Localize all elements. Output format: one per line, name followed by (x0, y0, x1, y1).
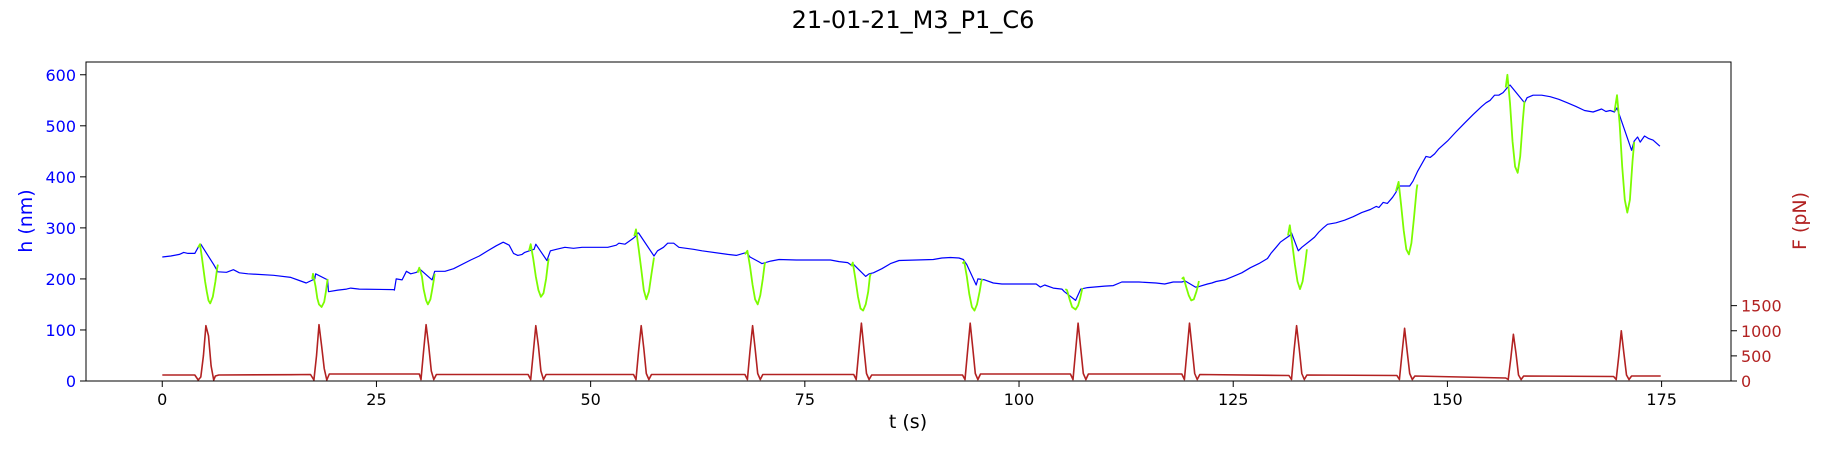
height-under-force-segment-9 (1064, 287, 1084, 311)
y-right-tick-label: 1500 (1741, 297, 1782, 316)
height-under-force-segment-2 (311, 272, 329, 308)
y-axis-left-label: h (nm) (15, 189, 37, 252)
y-left-tick-label: 200 (45, 270, 76, 289)
x-tick-label: 50 (580, 390, 600, 409)
x-tick-label: 150 (1432, 390, 1463, 409)
force-series-line (162, 322, 1661, 381)
height-under-force-segment-7 (850, 261, 872, 312)
height-under-force-segment-8 (961, 260, 984, 312)
height-under-force-segment-3 (416, 266, 436, 306)
height-under-force-segment-4 (528, 243, 550, 298)
y-left-tick-label: 0 (66, 372, 76, 391)
y-right-tick-label: 500 (1741, 347, 1772, 366)
height-under-force-segment-11 (1287, 224, 1308, 290)
y-right-tick-label: 1000 (1741, 322, 1782, 341)
x-tick-label: 0 (157, 390, 167, 409)
y-axis-right-label: F (pN) (1789, 192, 1811, 250)
y-left-tick-label: 100 (45, 321, 76, 340)
height-under-force-segment-13 (1504, 73, 1526, 174)
x-tick-label: 125 (1218, 390, 1249, 409)
x-tick-label: 175 (1646, 390, 1677, 409)
x-tick-label: 100 (1004, 390, 1035, 409)
plot-frame (85, 61, 1732, 382)
series-layer (162, 73, 1661, 381)
y-left-tick-label: 300 (45, 219, 76, 238)
height-under-force-segment-10 (1181, 276, 1200, 302)
y-axis-right: 0 500 1000 1500 (1731, 297, 1782, 391)
height-under-force-segment-14 (1613, 94, 1636, 214)
chart-title: 21-01-21_M3_P1_C6 (792, 6, 1035, 34)
x-tick-label: 25 (366, 390, 386, 409)
x-tick-label: 75 (795, 390, 815, 409)
y-left-tick-label: 400 (45, 168, 76, 187)
height-series-line (162, 84, 1661, 301)
height-under-force-segment-5 (633, 228, 655, 301)
height-under-force-segment-6 (744, 249, 767, 306)
x-axis: 0 25 50 75 100 125 150 175 (157, 381, 1677, 409)
y-axis-left: 0 100 200 300 400 500 600 (45, 66, 86, 391)
height-under-force-segment-1 (197, 243, 219, 305)
y-left-tick-label: 500 (45, 117, 76, 136)
height-under-force-segment-12 (1395, 181, 1419, 256)
y-right-tick-label: 0 (1741, 372, 1751, 391)
y-left-tick-label: 600 (45, 66, 76, 85)
x-axis-label: t (s) (889, 411, 927, 433)
